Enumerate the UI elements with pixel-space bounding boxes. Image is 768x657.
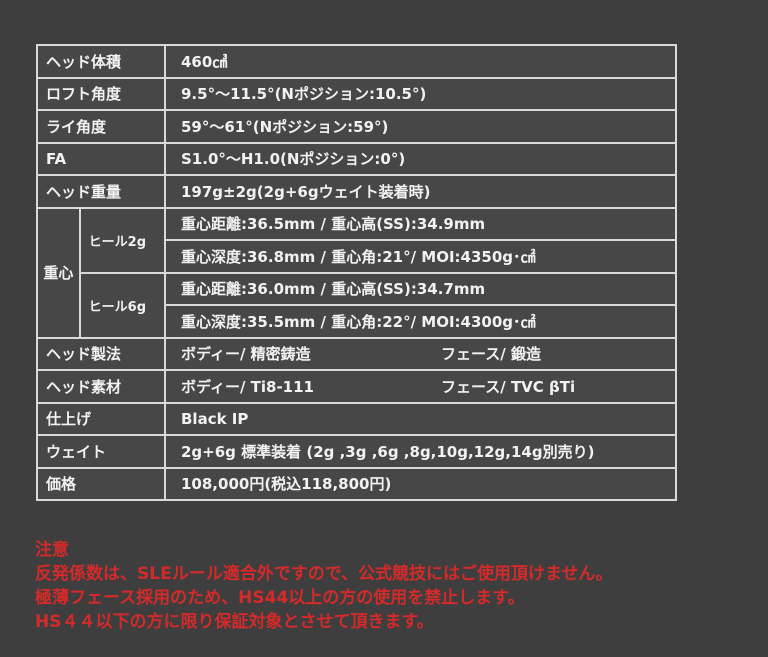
cog-row: 重心 ヒール2g 重心距離:36.5mm / 重心高(SS):34.9mm <box>36 206 677 339</box>
spec-value: 59°〜61°(Nポジション:59°) <box>164 109 677 144</box>
spec-table: ヘッド体積 460㎤ ロフト角度 9.5°〜11.5°(Nポジション:10.5°)… <box>36 44 677 501</box>
spec-value: Black IP <box>164 401 677 436</box>
spec-label: ロフト角度 <box>36 76 166 111</box>
spec-row: ロフト角度 9.5°〜11.5°(Nポジション:10.5°) <box>36 76 677 111</box>
cog-group-label: ヒール6g <box>78 271 167 339</box>
cog-group-label: ヒール2g <box>78 206 167 274</box>
cog-row: 重心深度:35.5mm / 重心角:22°/ MOI:4300g･㎠ <box>37 304 677 339</box>
caution-line: 反発係数は、SLEルール適合外ですので、公式競技にはご使用頂けません。 <box>35 564 613 584</box>
spec-value: ボディー/ Ti8-111 フェース/ TVC βTi <box>164 369 677 404</box>
spec-value-text: 2g+6g 標準装着 (2g ,3g ,6g ,8g,10g,12g,14g別売… <box>181 442 595 461</box>
spec-label: ヘッド製法 <box>36 336 166 371</box>
cog-value: 重心距離:36.5mm / 重心高(SS):34.9mm <box>164 206 677 241</box>
spec-label: FA <box>36 141 166 176</box>
spec-value: 9.5°〜11.5°(Nポジション:10.5°) <box>164 76 677 111</box>
spec-value-text: S1.0°〜H1.0(Nポジション:0°) <box>181 150 406 169</box>
spec-value-secondary: フェース/ TVC βTi <box>441 377 576 396</box>
cog-value: 重心深度:35.5mm / 重心角:22°/ MOI:4300g･㎠ <box>164 304 677 339</box>
spec-row: 仕上げ Black IP <box>36 401 677 436</box>
spec-value-text: 108,000円(税込118,800円) <box>181 475 392 494</box>
spec-label: ウェイト <box>36 434 166 469</box>
spec-value: 108,000円(税込118,800円) <box>164 466 677 501</box>
spec-row: ヘッド体積 460㎤ <box>36 44 677 79</box>
spec-label: 価格 <box>36 466 166 501</box>
spec-label: ヘッド体積 <box>36 44 166 79</box>
spec-value: 460㎤ <box>164 44 677 79</box>
spec-value-secondary: フェース/ 鍛造 <box>441 345 541 364</box>
cog-value: 重心距離:36.0mm / 重心高(SS):34.7mm <box>164 271 677 306</box>
cog-value: 重心深度:36.8mm / 重心角:21°/ MOI:4350g･㎠ <box>164 239 677 274</box>
spec-value-text: 9.5°〜11.5°(Nポジション:10.5°) <box>181 85 427 104</box>
spec-value-text: ボディー/ Ti8-111 <box>181 377 314 396</box>
spec-row: ヘッド素材 ボディー/ Ti8-111 フェース/ TVC βTi <box>36 369 677 404</box>
cog-label: 重心 <box>36 206 81 339</box>
spec-row: ヘッド重量 197g±2g(2g+6gウェイト装着時) <box>36 174 677 209</box>
spec-label: ライ角度 <box>36 109 166 144</box>
caution-notes: 注意 反発係数は、SLEルール適合外ですので、公式競技にはご使用頂けません。 極… <box>35 538 613 634</box>
spec-value: ボディー/ 精密鋳造 フェース/ 鍛造 <box>164 336 677 371</box>
spec-row: 価格 108,000円(税込118,800円) <box>36 466 677 501</box>
spec-value-text: ボディー/ 精密鋳造 <box>181 345 311 364</box>
spec-value-text: Black IP <box>181 409 249 428</box>
spec-label: ヘッド重量 <box>36 174 166 209</box>
cog-row: ヒール6g 重心距離:36.0mm / 重心高(SS):34.7mm <box>37 271 677 339</box>
spec-label: ヘッド素材 <box>36 369 166 404</box>
spec-value: 197g±2g(2g+6gウェイト装着時) <box>164 174 677 209</box>
spec-value: S1.0°〜H1.0(Nポジション:0°) <box>164 141 677 176</box>
caution-line: 極薄フェース採用のため、HS44以上の方の使用を禁止します。 <box>35 588 525 608</box>
cog-row: 重心深度:36.8mm / 重心角:21°/ MOI:4350g･㎠ <box>37 239 677 274</box>
spec-value-text: 59°〜61°(Nポジション:59°) <box>181 117 389 136</box>
caution-title: 注意 <box>35 540 69 560</box>
spec-value: 2g+6g 標準装着 (2g ,3g ,6g ,8g,10g,12g,14g別売… <box>164 434 677 469</box>
spec-label: 仕上げ <box>36 401 166 436</box>
spec-value-text: 197g±2g(2g+6gウェイト装着時) <box>181 182 431 201</box>
spec-row: ヘッド製法 ボディー/ 精密鋳造 フェース/ 鍛造 <box>36 336 677 371</box>
caution-line: HS４４以下の方に限り保証対象とさせて頂きます。 <box>35 612 434 632</box>
spec-row: ウェイト 2g+6g 標準装着 (2g ,3g ,6g ,8g,10g,12g,… <box>36 434 677 469</box>
spec-value-text: 460㎤ <box>181 52 228 71</box>
spec-row: ライ角度 59°〜61°(Nポジション:59°) <box>36 109 677 144</box>
spec-row: FA S1.0°〜H1.0(Nポジション:0°) <box>36 141 677 176</box>
